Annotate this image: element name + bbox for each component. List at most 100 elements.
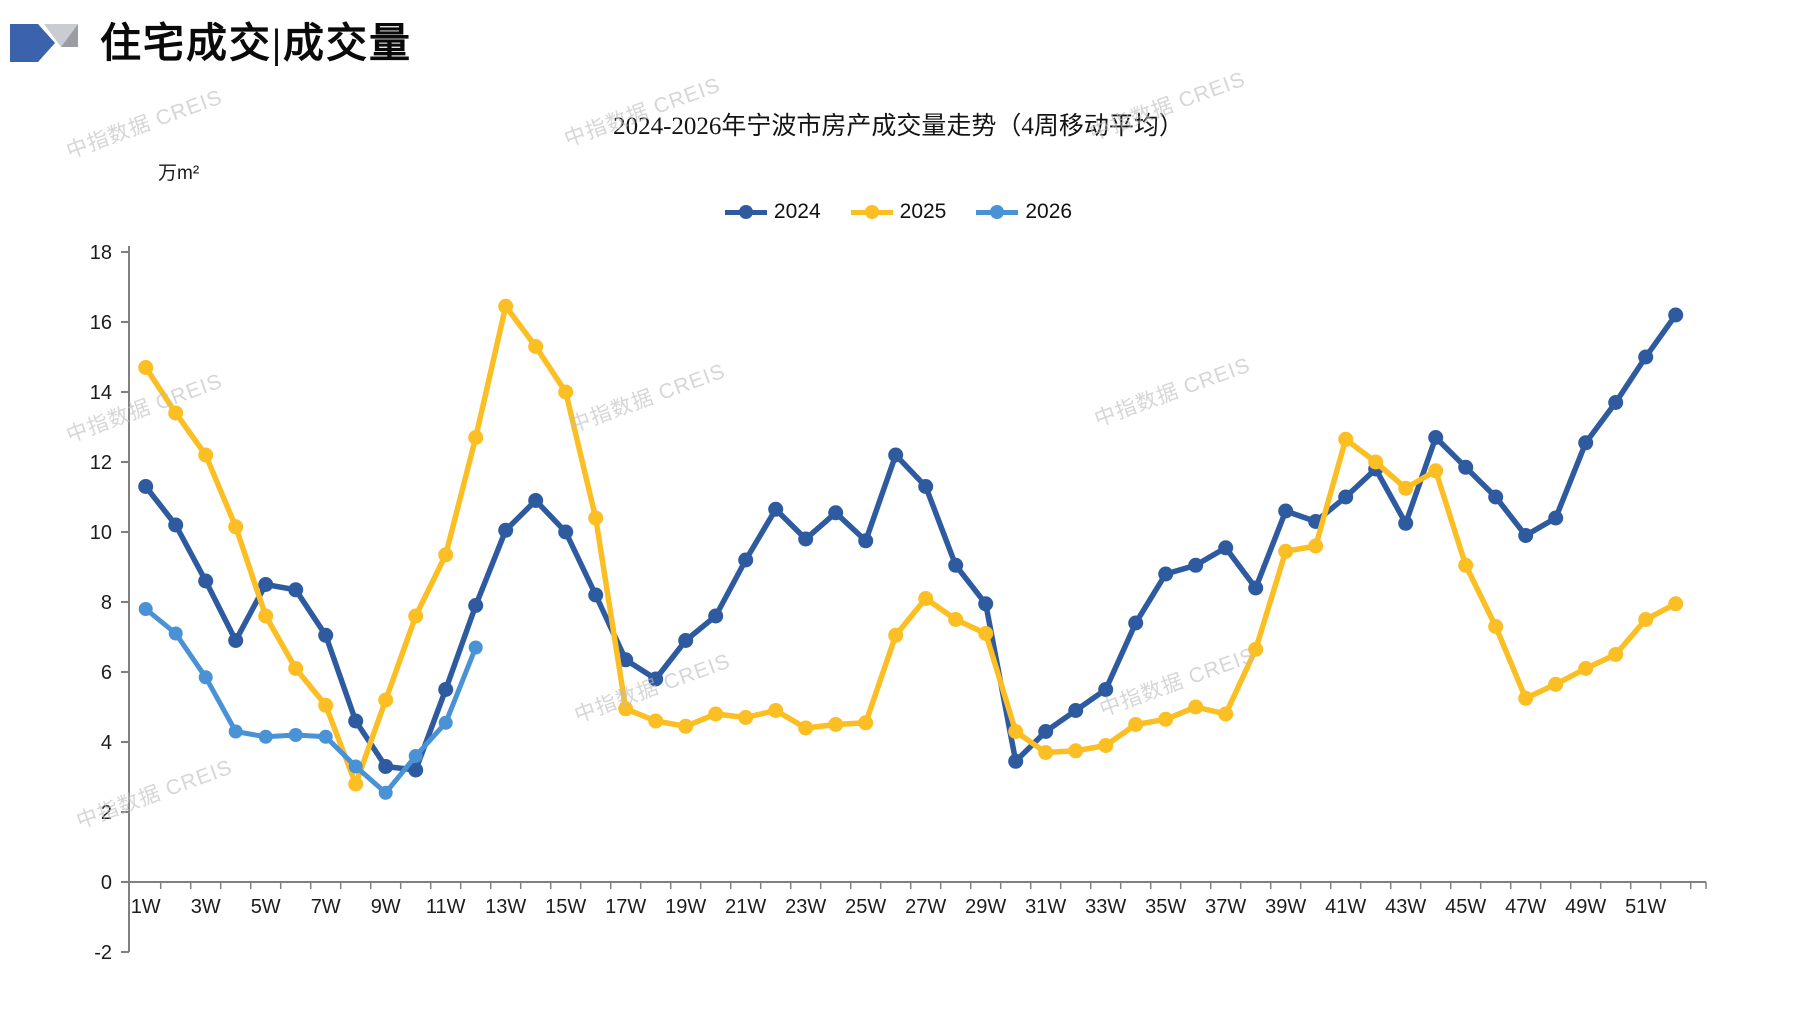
x-axis-tick-label: 7W — [311, 896, 341, 918]
x-axis-tick-label: 33W — [1085, 896, 1126, 918]
data-point-2024-w49 — [1578, 435, 1594, 451]
data-point-2024-w46 — [1488, 489, 1504, 505]
x-axis-tick-label: 1W — [131, 896, 161, 918]
data-point-2025-w39 — [1278, 543, 1294, 559]
data-point-2025-w35 — [1158, 711, 1174, 727]
x-axis-tick-label: 47W — [1505, 896, 1546, 918]
data-point-2024-w34 — [1128, 615, 1144, 631]
data-point-2025-w41 — [1338, 431, 1354, 447]
x-axis-tick-label: 25W — [845, 896, 886, 918]
data-point-2024-w3 — [198, 573, 214, 589]
data-point-2025-w49 — [1578, 661, 1594, 676]
data-point-2026-w12 — [468, 640, 483, 655]
data-point-2026-w3 — [198, 670, 213, 685]
data-point-2024-w2 — [168, 517, 184, 533]
data-point-2025-w45 — [1458, 557, 1474, 573]
data-point-2024-w18 — [648, 671, 664, 687]
data-point-2025-w20 — [708, 706, 724, 722]
data-point-2025-w42 — [1368, 454, 1384, 470]
data-point-2026-w11 — [438, 715, 453, 730]
legend-label: 2026 — [1025, 200, 1073, 223]
x-axis-tick-label: 21W — [725, 896, 766, 918]
x-axis-tick-label: 19W — [665, 896, 706, 918]
data-point-2024-w24 — [828, 505, 844, 521]
x-axis-tick-label: 39W — [1265, 896, 1306, 918]
x-axis-tick-label: 5W — [251, 896, 281, 918]
series-line-2024 — [142, 312, 1679, 773]
data-point-2024-w13 — [498, 522, 514, 538]
data-point-2026-w1 — [138, 602, 153, 616]
data-point-2024-w19 — [678, 633, 694, 648]
data-point-2024-w9 — [378, 759, 394, 774]
data-point-2025-w29 — [978, 626, 994, 641]
data-point-2025-w3 — [198, 447, 214, 463]
data-point-2024-w17 — [618, 652, 634, 668]
legend-line-marker-icon — [976, 205, 1019, 219]
data-point-2024-w47 — [1518, 528, 1534, 543]
data-point-2026-w5 — [258, 729, 273, 744]
x-axis-tick-label: 35W — [1145, 896, 1186, 918]
data-point-2025-w40 — [1308, 538, 1324, 554]
data-point-2024-w12 — [468, 598, 484, 613]
data-point-2024-w52 — [1668, 307, 1684, 323]
y-axis-tick-label: 12 — [90, 452, 112, 474]
x-axis-tick-label: 45W — [1445, 896, 1486, 918]
legend-item-2025: 2025 — [850, 200, 947, 224]
x-axis-tick-label: 49W — [1565, 896, 1606, 918]
data-point-2026-w4 — [228, 724, 243, 739]
data-point-2024-w7 — [318, 627, 334, 643]
x-axis-tick-label: 41W — [1325, 896, 1366, 918]
data-point-2025-w23 — [798, 720, 814, 736]
data-point-2025-w14 — [528, 339, 544, 354]
y-axis-tick-label: 6 — [101, 662, 112, 684]
data-point-2024-w38 — [1248, 580, 1264, 596]
data-point-2026-w2 — [168, 626, 183, 641]
data-point-2025-w13 — [498, 298, 514, 314]
series-line-2025 — [142, 303, 1679, 787]
data-point-2025-w8 — [348, 776, 364, 792]
data-point-2025-w11 — [438, 547, 454, 563]
data-point-2025-w6 — [288, 661, 304, 676]
data-point-2024-w30 — [1008, 753, 1024, 769]
data-point-2024-w28 — [948, 557, 964, 573]
x-axis-tick-label: 37W — [1205, 896, 1246, 918]
data-point-2025-w21 — [738, 710, 754, 725]
data-point-2024-w1 — [138, 479, 154, 494]
data-point-2024-w45 — [1458, 459, 1474, 475]
data-point-2025-w26 — [888, 627, 904, 643]
data-point-2025-w9 — [378, 692, 394, 708]
page-title: 住宅成交|成交量 — [100, 19, 413, 66]
data-point-2024-w5 — [258, 577, 274, 592]
data-point-2026-w6 — [288, 728, 303, 742]
data-point-2024-w27 — [918, 479, 934, 494]
data-point-2024-w16 — [588, 587, 604, 603]
data-point-2025-w50 — [1608, 647, 1624, 662]
data-point-2025-w24 — [828, 717, 844, 732]
data-point-2025-w27 — [918, 591, 934, 606]
x-axis-tick-label: 11W — [426, 896, 466, 918]
header: 住宅成交|成交量 — [10, 22, 412, 64]
data-point-2024-w8 — [348, 713, 364, 729]
data-point-2025-w28 — [948, 612, 964, 627]
y-axis-tick-label: 16 — [90, 312, 112, 334]
data-point-2026-w9 — [378, 785, 393, 800]
data-point-2025-w31 — [1038, 745, 1054, 760]
data-point-2025-w34 — [1128, 717, 1144, 732]
data-point-2025-w30 — [1008, 724, 1024, 739]
y-axis-unit-label: 万m² — [158, 163, 200, 184]
data-point-2024-w48 — [1548, 510, 1564, 526]
y-axis-tick-label: 0 — [101, 872, 112, 894]
chart-legend: 2024 2025 2026 — [0, 200, 1797, 224]
data-point-2025-w5 — [258, 608, 274, 624]
data-point-2024-w41 — [1338, 489, 1354, 505]
legend-label: 2025 — [899, 200, 947, 223]
data-point-2025-w51 — [1638, 612, 1654, 627]
data-point-2024-w25 — [858, 533, 874, 549]
series-line-2026 — [143, 606, 479, 796]
data-point-2024-w43 — [1398, 515, 1414, 531]
legend-line-marker-icon — [850, 205, 893, 219]
data-point-2025-w46 — [1488, 619, 1504, 634]
y-axis-tick-label: 2 — [101, 802, 112, 824]
x-axis-tick-label: 27W — [905, 896, 946, 918]
data-point-2024-w21 — [738, 552, 754, 568]
